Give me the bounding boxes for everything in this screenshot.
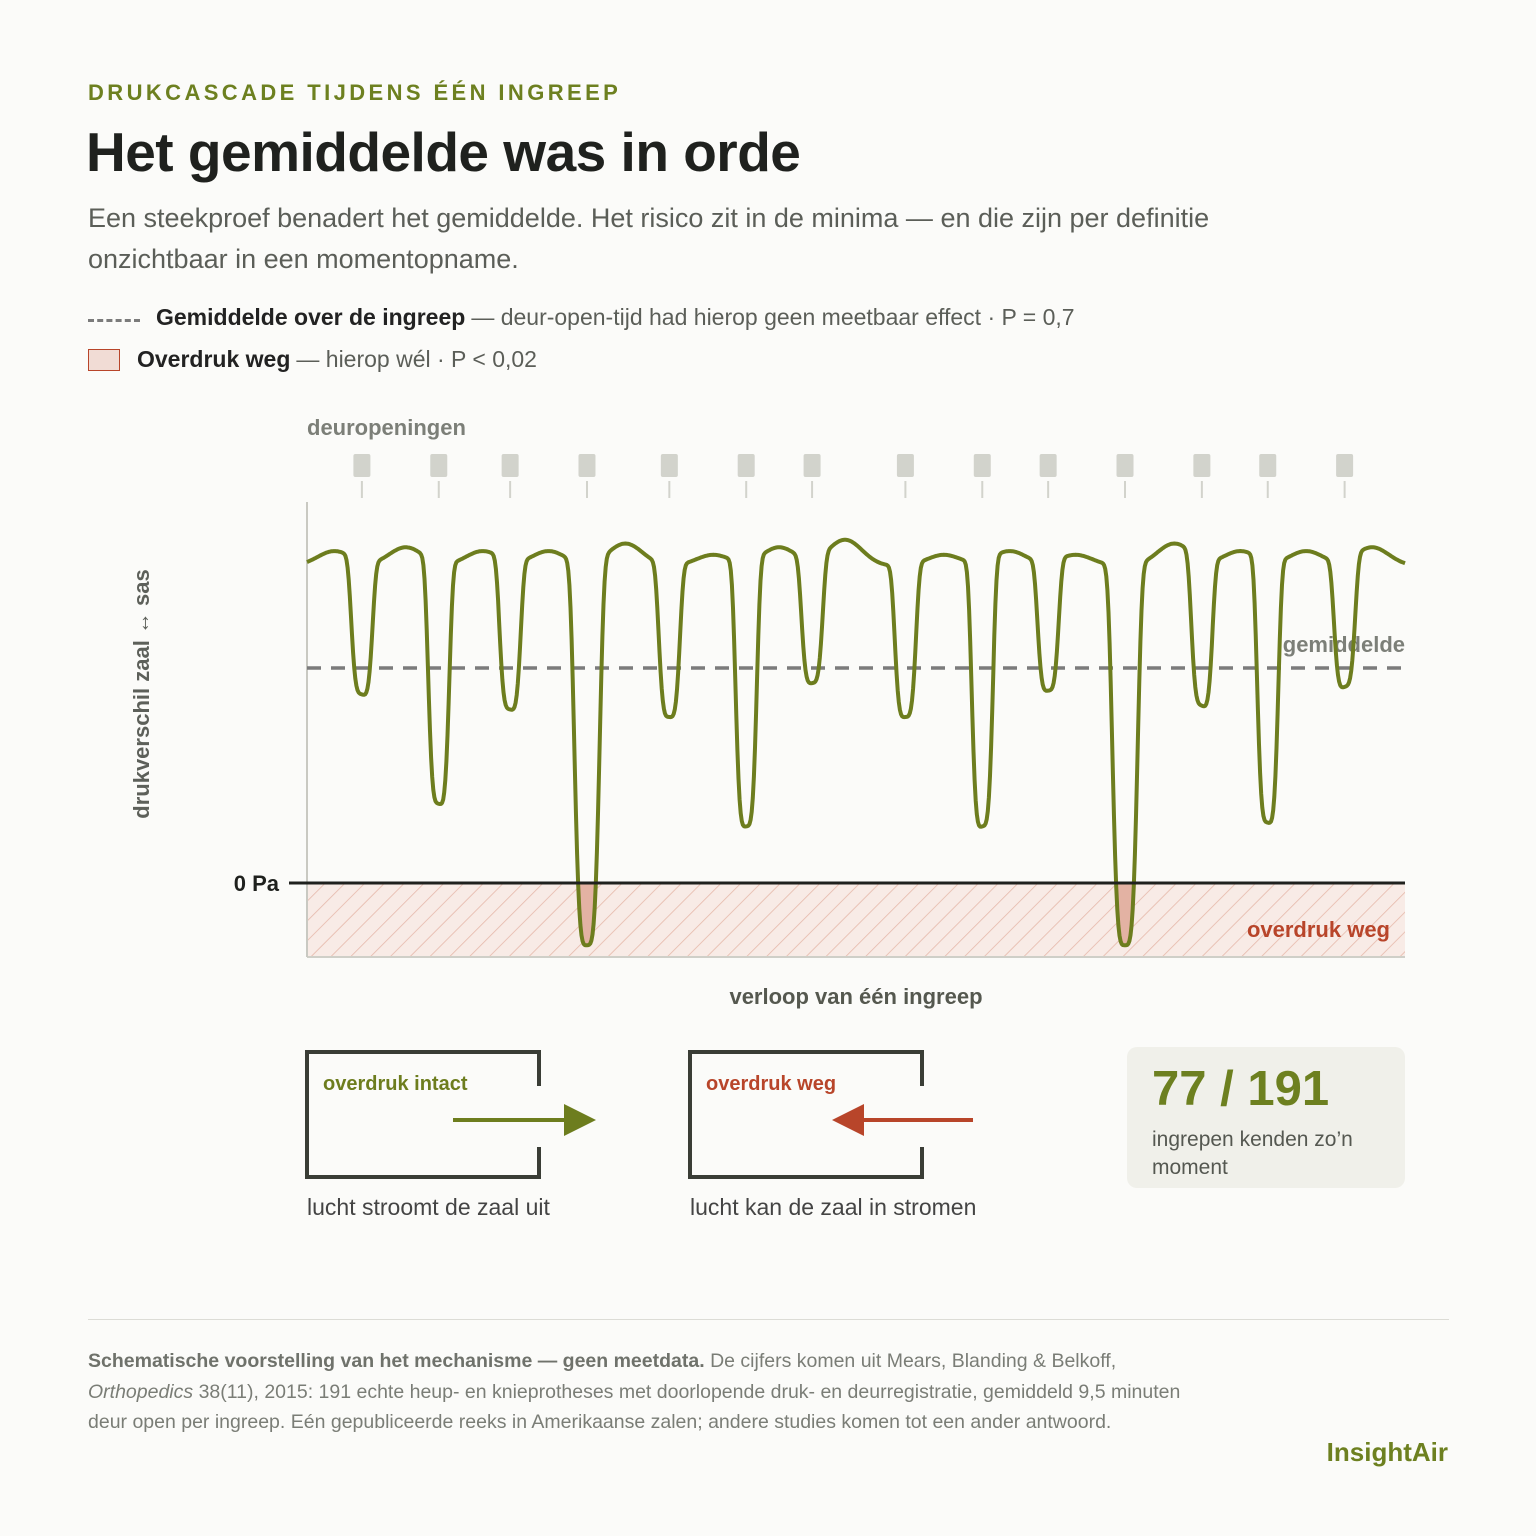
source-text-2: 38(11), 2015: 191 echte heup- en kniepro… [88, 1380, 1181, 1434]
kicker: DRUKCASCADE TIJDENS ÉÉN INGREEP [88, 80, 622, 105]
door-opening-marker [737, 454, 755, 477]
diagram-lost: overdruk weg [688, 1050, 973, 1179]
door-opening-marker [1193, 454, 1211, 477]
legend-mean-title: Gemiddelde over de ingreep [156, 304, 466, 330]
outflow-arrow-icon [564, 1104, 596, 1136]
legend-mean: Gemiddelde over de ingreep — deur-open-t… [88, 304, 1075, 331]
hatched-area-swatch [88, 348, 120, 371]
intact-label: overdruk intact [323, 1073, 468, 1095]
source-disclaimer: Schematische voorstelling van het mechan… [88, 1350, 705, 1372]
room-outline-lost [688, 1050, 924, 1179]
dashed-line-swatch [88, 319, 140, 322]
legend-loss-text: — hierop wél · P < 0,02 [296, 346, 537, 372]
door-opening-marker [353, 454, 371, 477]
journal-name: Orthopedics [88, 1380, 194, 1403]
stat-card: 77 / 191 ingrepen kenden zo’n moment [1127, 1047, 1405, 1188]
door-opening-marker [578, 454, 596, 477]
door-opening-marker [1259, 454, 1277, 477]
legend-loss: Overdruk weg — hierop wél · P < 0,02 [88, 346, 537, 373]
source-text-1: De cijfers komen uit Mears, Blanding & B… [710, 1350, 1117, 1372]
subtitle: Een steekproef benadert het gemiddelde. … [88, 203, 1210, 274]
legend-mean-text: — deur-open-tijd had hierop geen meetbaa… [471, 304, 1075, 330]
door-opening-marker [501, 454, 519, 477]
footer-divider [88, 1319, 1449, 1320]
door-opening-marker [1116, 454, 1134, 477]
door-opening-marker [1039, 454, 1057, 477]
door-opening-marker [430, 454, 448, 477]
loss-zone-label: overdruk weg [1247, 917, 1390, 942]
pressure-line [306, 537, 1406, 948]
door-opening-marker [803, 454, 821, 477]
door-opening-marker [660, 454, 678, 477]
lost-caption: lucht kan de zaal in stromen [690, 1194, 977, 1220]
room-outline-intact [305, 1050, 541, 1179]
y-axis-label: drukverschil zaal ↔ sas [129, 569, 154, 818]
door-markers [353, 454, 1354, 498]
door-opening-marker [1336, 454, 1354, 477]
x-axis-label: verloop van één ingreep [729, 984, 982, 1009]
diagram-intact: overdruk intact [305, 1050, 596, 1179]
inflow-arrow-icon [832, 1104, 864, 1136]
zero-pa-label: 0 Pa [234, 871, 280, 896]
stat-value: 77 / 191 [1152, 1062, 1330, 1116]
lost-label: overdruk weg [706, 1073, 836, 1095]
mean-label: gemiddelde [1283, 632, 1405, 657]
door-opening-marker [973, 454, 991, 477]
source-note: Schematische voorstelling van het mechan… [88, 1346, 1208, 1438]
loss-zone-hatch [307, 883, 1405, 957]
brand-logo: InsightAir [1326, 1437, 1448, 1467]
pressure-chart: deuropeningen gemiddelde 0 Pa overdruk w… [129, 415, 1406, 1179]
door-openings-label: deuropeningen [307, 415, 466, 440]
intact-caption: lucht stroomt de zaal uit [307, 1194, 550, 1220]
stat-description: ingrepen kenden zo’n moment [1152, 1128, 1353, 1179]
door-opening-marker [896, 454, 914, 477]
legend-loss-title: Overdruk weg [137, 346, 291, 372]
page-title: Het gemiddelde was in orde [86, 121, 801, 183]
